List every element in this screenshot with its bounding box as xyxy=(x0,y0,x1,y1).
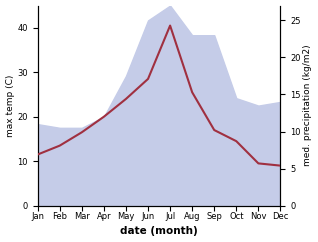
Y-axis label: med. precipitation (kg/m2): med. precipitation (kg/m2) xyxy=(303,45,313,166)
X-axis label: date (month): date (month) xyxy=(120,227,198,236)
Y-axis label: max temp (C): max temp (C) xyxy=(5,74,15,137)
